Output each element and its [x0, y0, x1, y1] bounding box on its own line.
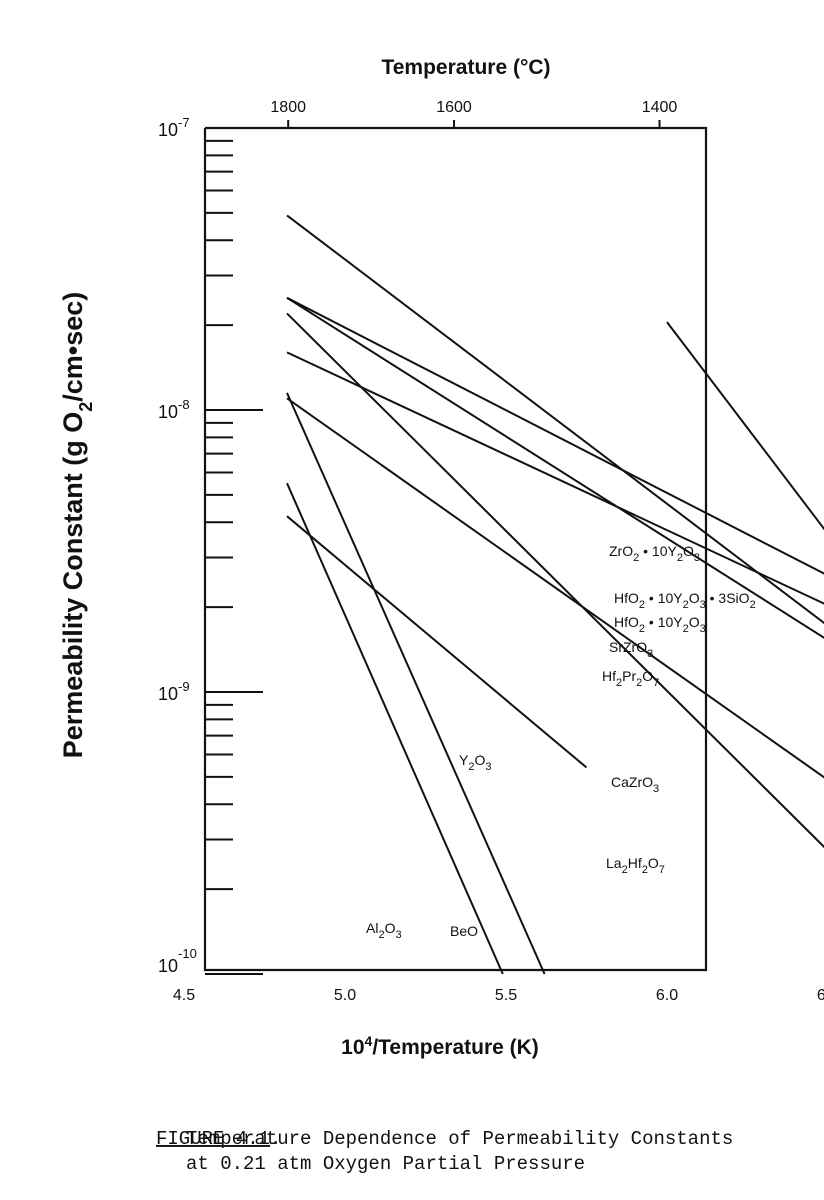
x-tick-label: 6.5 [817, 987, 824, 1004]
series-line-Hf2Pr2O7 [286, 214, 824, 625]
x-tick-label: 6.0 [656, 987, 678, 1004]
y-tick-label: 10-9 [158, 679, 190, 704]
top-tick-label: 1800 [270, 99, 306, 116]
series-labels: ZrO2 • 10Y2O3 HfO2 • 10Y2O3 • 3SiO2 HfO2 •… [366, 543, 756, 941]
series-label: Hf2Pr2O7 [602, 668, 659, 689]
series-line-HfO2-10Y2O3-3SiO2 [286, 296, 824, 575]
y-tick-label: 10-7 [158, 115, 190, 140]
series-line-Al2O3 [286, 482, 504, 975]
series-line-HfO2-10Y2O3 [286, 351, 824, 605]
series-label: Y2O3 [459, 752, 491, 773]
y-tick-label: 10-8 [158, 397, 190, 422]
series-label: ZrO2 • 10Y2O3 [609, 543, 700, 564]
series-label: CaZrO3 [611, 774, 659, 795]
plot-frame [203, 126, 708, 972]
x-tick-label: 5.0 [334, 987, 356, 1004]
series-label: HfO2 • 10Y2O3 • 3SiO2 [614, 590, 756, 611]
x-tick-label: 4.5 [173, 987, 195, 1004]
tick-marks [205, 120, 661, 975]
series-label: BeO [450, 923, 478, 939]
series-line-SrZrO3 [286, 296, 824, 639]
series-line-CaZrO3 [286, 397, 824, 779]
caption-line-1: FIGURE 4.1. [156, 1128, 281, 1150]
top-tick-label: 1600 [436, 99, 472, 116]
caption-figure-label: FIGURE 4.1 [156, 1128, 270, 1150]
y-axis-title: Permeability Constant (g O2/cm•sec) [58, 292, 96, 759]
top-axis-title: Temperature (°C) [381, 56, 550, 79]
series-label: La2Hf2O7 [606, 855, 665, 876]
series-label: Al2O3 [366, 920, 402, 941]
series-line-ZrO2-10Y2O3 [666, 321, 824, 531]
x-tick-label: 5.5 [495, 987, 517, 1004]
series-label: SrZrO3 [609, 639, 653, 660]
caption-title-line-1: Temperature Dependence of Permeability C… [186, 1128, 733, 1150]
x-axis-title: 104/Temperature (K) [341, 1033, 539, 1059]
series-line-BeO [286, 392, 546, 975]
series-line-Y2O3 [286, 515, 588, 769]
y-tick-label: 10-10 [158, 946, 197, 976]
series-line-La2Hf2O7 [286, 312, 824, 849]
data-series [286, 214, 824, 975]
axes [203, 126, 708, 972]
figure-caption: FIGURE 4.1. Temperature Dependence of Pe… [156, 1128, 733, 1175]
series-label: HfO2 • 10Y2O3 [614, 614, 706, 635]
tick-labels: 4.55.05.56.06.57.07.51800160014001200100… [158, 99, 824, 1004]
top-tick-label: 1400 [642, 99, 678, 116]
caption-title-line-2: at 0.21 atm Oxygen Partial Pressure [186, 1153, 585, 1175]
